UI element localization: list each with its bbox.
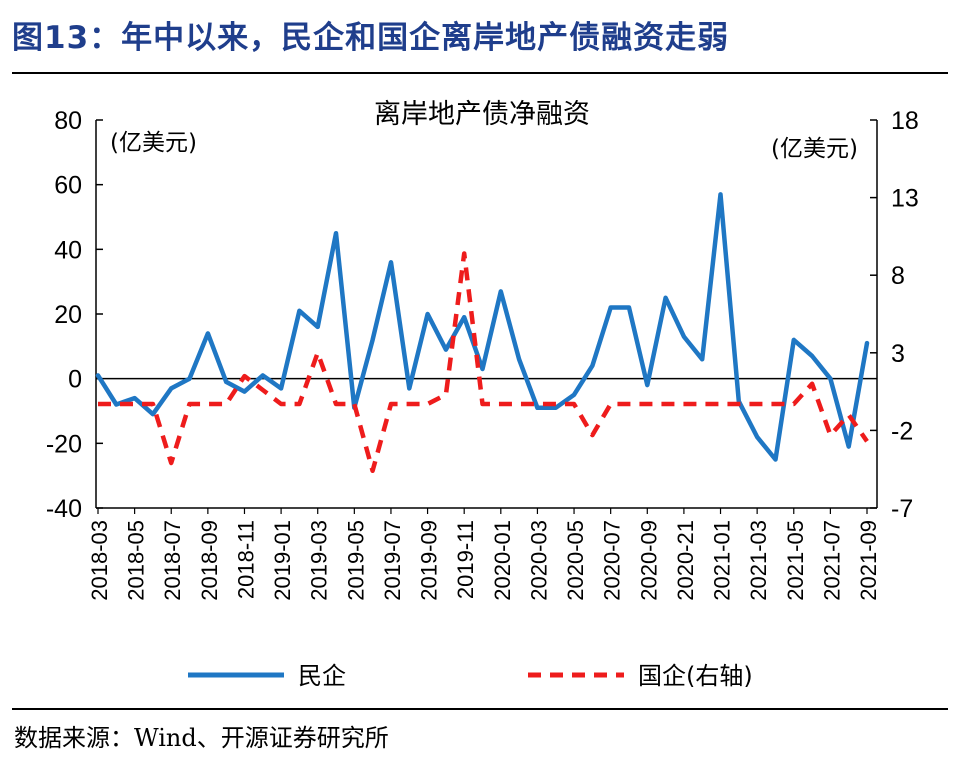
x-tick-label: 2019-09 xyxy=(417,520,442,601)
axes: -40 -20 0 20 40 60 80 -7 -2 3 8 13 18 2018-03 2018-05 2… xyxy=(46,107,919,601)
x-tick-label: 2021-07 xyxy=(819,520,844,601)
legend-label-soe: 国企(右轴) xyxy=(638,662,753,690)
x-tick-label: 2018-05 xyxy=(124,520,149,601)
x-tick-label: 2020-03 xyxy=(526,520,551,601)
legend-label-private: 民企 xyxy=(298,662,346,690)
x-tick-label: 2020-07 xyxy=(600,520,625,601)
chart: -40 -20 0 20 40 60 80 -7 -2 3 8 13 18 2018-03 2018-05 2… xyxy=(46,99,919,690)
y-tick-label-left: 0 xyxy=(68,366,82,394)
series-layer xyxy=(95,192,870,474)
y-tick-label-left: -20 xyxy=(46,430,82,458)
y-axis-label-left: (亿美元) xyxy=(110,130,197,156)
y-axis-label-right: (亿美元) xyxy=(771,136,858,162)
bottom-rule xyxy=(12,708,948,710)
x-tick-label: 2019-01 xyxy=(270,520,295,601)
x-tick-label: 2019-11 xyxy=(453,520,478,599)
y-tick-label-left: 20 xyxy=(54,301,82,329)
source-note: 数据来源：Wind、开源证券研究所 xyxy=(14,724,389,752)
y-tick-label-left: 80 xyxy=(54,107,82,135)
y-tick-label-left: -40 xyxy=(46,495,82,523)
x-tick-label: 2021-05 xyxy=(783,520,808,601)
x-tick-label: 2020-21 xyxy=(673,520,698,601)
x-tick-label: 2021-01 xyxy=(710,520,735,601)
series-line-private xyxy=(95,192,870,462)
y-tick-label-left: 40 xyxy=(54,236,82,264)
x-tick-label: 2020-05 xyxy=(563,520,588,601)
figure-title: 图13：年中以来，民企和国企离岸地产债融资走弱 xyxy=(12,20,730,56)
x-tick-label: 2019-03 xyxy=(307,520,332,601)
y-tick-label-right: 18 xyxy=(891,107,919,135)
chart-title: 离岸地产债净融资 xyxy=(374,99,590,130)
x-tick-label: 2020-01 xyxy=(490,520,515,601)
x-tick-label: 2018-09 xyxy=(197,520,222,601)
x-tick-label: 2021-03 xyxy=(746,520,771,601)
x-tick-label: 2019-05 xyxy=(343,520,368,601)
y-tick-label-right: 13 xyxy=(891,185,919,213)
top-rule xyxy=(12,72,948,74)
y-tick-label-right: -7 xyxy=(891,495,913,523)
y-tick-label-right: 3 xyxy=(891,340,905,368)
x-tick-label: 2018-11 xyxy=(233,520,258,599)
y-tick-label-left: 60 xyxy=(54,172,82,200)
y-tick-label-right: -2 xyxy=(891,417,913,445)
x-tick-label: 2021-09 xyxy=(856,520,881,601)
y-tick-label-right: 8 xyxy=(891,262,905,290)
x-tick-label: 2019-07 xyxy=(380,520,405,601)
x-tick-label: 2020-09 xyxy=(636,520,661,601)
legend: 民企 国企(右轴) xyxy=(188,662,753,690)
series-line-soe xyxy=(98,251,869,474)
x-tick-label: 2018-03 xyxy=(87,520,112,601)
x-tick-label: 2018-07 xyxy=(160,520,185,601)
